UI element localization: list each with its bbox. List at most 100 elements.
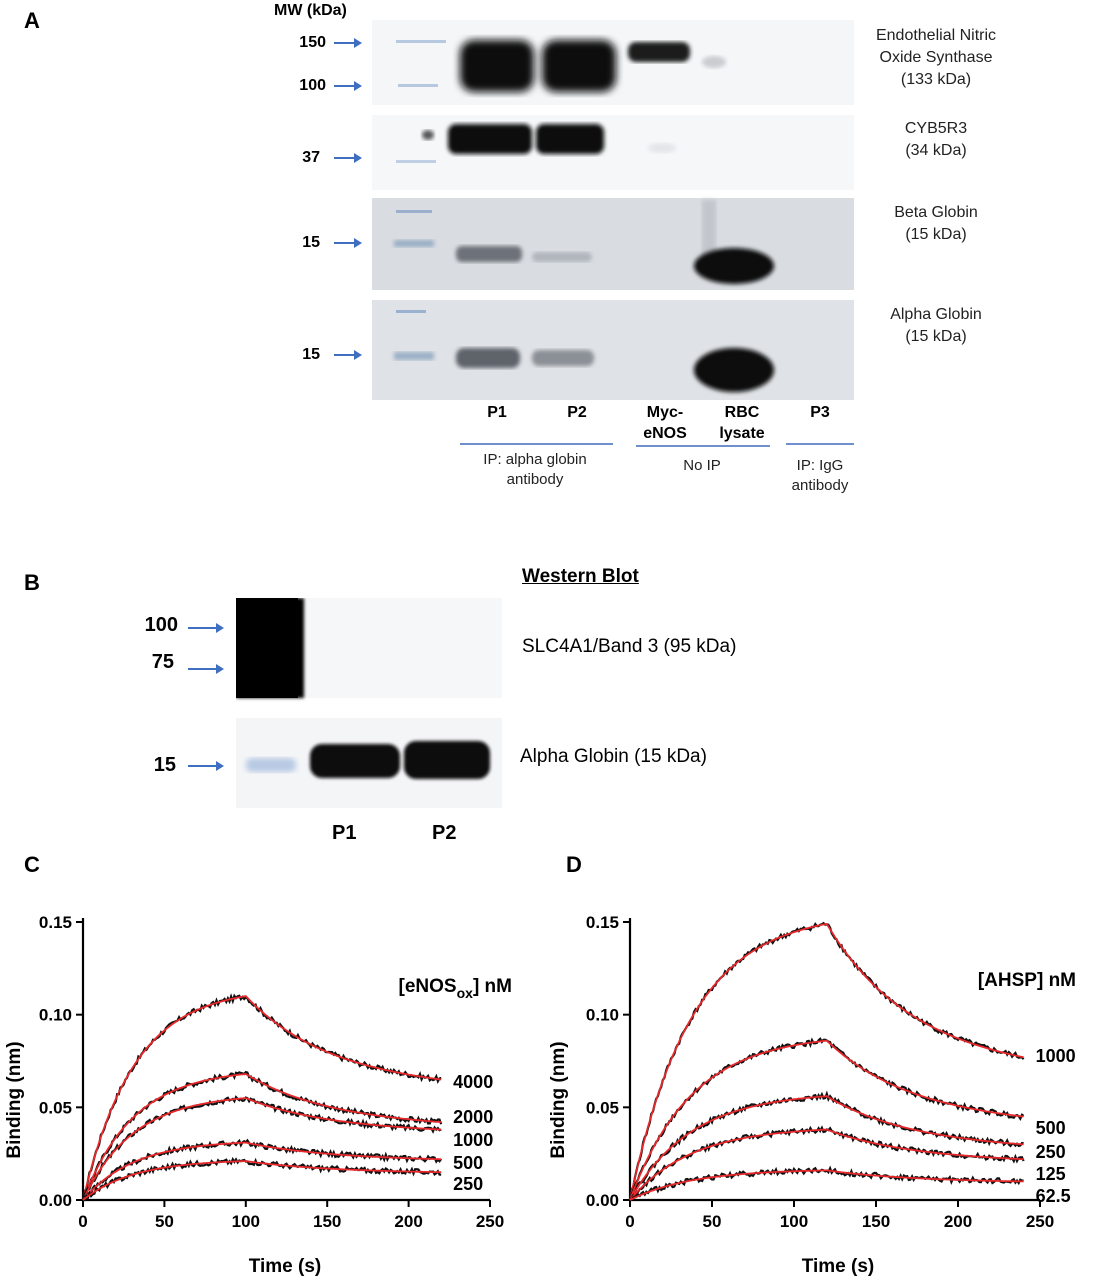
chart-d: Binding (nm) Time (s) [AHSP] nM 0 50 100 15… xyxy=(548,913,1076,1277)
blot-strip-enos xyxy=(372,20,854,105)
series-fit-line-250 xyxy=(82,1160,442,1201)
row-label-alpha-globin-b: Alpha Globin (15 kDa) xyxy=(520,746,707,767)
row-label-band3: SLC4A1/Band 3 (95 kDa) xyxy=(522,636,737,657)
y-tick-label: 0.00 xyxy=(586,1191,619,1210)
panel-d-letter: D xyxy=(566,852,582,877)
group-line-ip-igg xyxy=(786,443,854,445)
x-tick-label: 250 xyxy=(1026,1212,1054,1231)
series-label-2000: 2000 xyxy=(453,1107,493,1127)
lane-myc-enos: Myc- eNOS xyxy=(643,404,687,442)
western-blot-title: Western Blot xyxy=(522,566,639,587)
series-data-line-62.5 xyxy=(629,1165,1024,1202)
x-tick-label: 150 xyxy=(313,1212,341,1231)
marker-arrow xyxy=(334,81,362,91)
group-label-ip-alpha: IP: alpha globin antibody xyxy=(483,451,587,488)
series-data-line-250 xyxy=(629,1090,1024,1202)
marker-15: 15 xyxy=(302,234,320,251)
group-line-ip-alpha xyxy=(460,443,613,445)
series-label-250: 250 xyxy=(1036,1142,1066,1162)
series-data-line-2000 xyxy=(82,1070,443,1199)
row-label-beta-globin: Beta Globin (15 kDa) xyxy=(894,204,978,243)
series-fit-line-1000 xyxy=(629,922,1024,1201)
series-label-1000: 1000 xyxy=(453,1130,493,1150)
marker-37: 37 xyxy=(302,149,320,166)
group-line-no-ip xyxy=(636,445,770,447)
marker-75: 75 xyxy=(151,651,174,673)
blot-strip-alpha-globin-b xyxy=(236,718,502,808)
x-tick-label: 150 xyxy=(862,1212,890,1231)
series-fit-line-1000 xyxy=(82,1097,442,1201)
x-tick-label: 0 xyxy=(78,1212,87,1231)
lane-p1-b: P1 xyxy=(332,822,357,844)
marker-arrow xyxy=(188,761,224,771)
series-label-4000: 4000 xyxy=(453,1072,493,1092)
x-tick-label: 250 xyxy=(476,1212,504,1231)
series-data-line-4000 xyxy=(81,993,442,1199)
lane-p1: P1 xyxy=(487,404,507,421)
marker-100: 100 xyxy=(299,77,326,94)
mw-header: MW (kDa) xyxy=(274,2,347,19)
x-axis-label: Time (s) xyxy=(802,1256,875,1277)
x-tick-label: 100 xyxy=(232,1212,260,1231)
marker-arrow xyxy=(334,38,362,48)
x-tick-label: 200 xyxy=(394,1212,422,1231)
legend-title: [eNOSox] nM xyxy=(399,976,512,1001)
blot-strip-beta-globin xyxy=(372,198,854,290)
series-label-62.5: 62.5 xyxy=(1036,1186,1071,1206)
panel-b-letter: B xyxy=(24,570,40,595)
x-tick-label: 200 xyxy=(944,1212,972,1231)
row-label-enos: Endothelial Nitric Oxide Synthase (133 k… xyxy=(875,27,997,88)
panel-a-letter: A xyxy=(24,8,40,33)
series-fit-line-500 xyxy=(82,1141,442,1201)
y-axis-label: Binding (nm) xyxy=(548,1041,569,1158)
y-tick-label: 0.15 xyxy=(586,913,619,932)
series-data-line-1000 xyxy=(81,1095,442,1201)
y-tick-label: 0.05 xyxy=(586,1098,619,1117)
series-data-line-250 xyxy=(83,1156,442,1202)
row-label-alpha-globin: Alpha Globin (15 kDa) xyxy=(890,306,982,345)
y-tick-label: 0.15 xyxy=(39,913,72,932)
y-tick-label: 0.10 xyxy=(586,1006,619,1025)
legend-title: [AHSP] nM xyxy=(978,970,1076,991)
x-axis-label: Time (s) xyxy=(249,1256,322,1277)
y-tick-label: 0.10 xyxy=(39,1006,72,1025)
lane-rbc-lysate: RBC lysate xyxy=(719,404,765,442)
blot-panel-b xyxy=(236,598,502,808)
group-label-no-ip: No IP xyxy=(683,457,721,474)
lane-p2: P2 xyxy=(567,404,587,421)
series-label-1000: 1000 xyxy=(1036,1046,1076,1066)
marker-arrow xyxy=(334,153,362,163)
series-data-line-500 xyxy=(628,1037,1025,1201)
chart-c: Binding (nm) Time (s) [eNOSox] nM 0 50 100… xyxy=(4,913,512,1277)
marker-arrow xyxy=(334,350,362,360)
marker-arrow xyxy=(188,623,224,633)
marker-150: 150 xyxy=(299,34,326,51)
group-label-ip-igg: IP: IgG antibody xyxy=(791,457,849,494)
blot-strip-band3 xyxy=(236,598,502,698)
series-label-125: 125 xyxy=(1036,1164,1066,1184)
x-tick-label: 50 xyxy=(703,1212,722,1231)
series-fit-line-4000 xyxy=(82,995,442,1201)
panel-c-letter: C xyxy=(24,852,40,877)
blot-strip-alpha-globin xyxy=(372,300,854,400)
series-fit-line-500 xyxy=(629,1039,1024,1201)
series-fit-line-2000 xyxy=(82,1073,442,1201)
blot-strip-cyb5r3 xyxy=(372,115,854,190)
marker-15: 15 xyxy=(302,346,320,363)
marker-arrow xyxy=(334,238,362,248)
y-tick-label: 0.00 xyxy=(39,1191,72,1210)
marker-arrow xyxy=(188,664,224,674)
marker-100: 100 xyxy=(144,614,178,636)
marker-15: 15 xyxy=(153,754,176,776)
series-label-500: 500 xyxy=(453,1153,483,1173)
x-tick-label: 50 xyxy=(155,1212,174,1231)
series-label-500: 500 xyxy=(1036,1118,1066,1138)
lane-p3: P3 xyxy=(810,404,830,421)
row-label-cyb5r3: CYB5R3 (34 kDa) xyxy=(904,120,968,159)
lane-p2-b: P2 xyxy=(432,822,457,844)
series-fit-line-125 xyxy=(629,1128,1024,1201)
series-fit-line-62.5 xyxy=(629,1169,1024,1201)
x-tick-label: 100 xyxy=(780,1212,808,1231)
y-tick-label: 0.05 xyxy=(39,1098,72,1117)
x-tick-label: 0 xyxy=(625,1212,634,1231)
